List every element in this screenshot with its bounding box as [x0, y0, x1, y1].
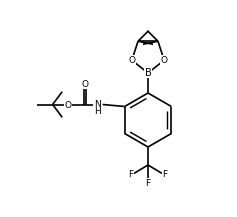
- Text: H: H: [93, 108, 100, 117]
- Text: O: O: [81, 80, 88, 89]
- Text: F: F: [128, 170, 134, 179]
- Text: N: N: [94, 100, 101, 109]
- Text: F: F: [162, 170, 168, 179]
- Text: H: H: [94, 107, 101, 116]
- Text: F: F: [146, 179, 150, 187]
- Text: O: O: [161, 56, 168, 65]
- Text: N: N: [93, 103, 100, 112]
- Text: O: O: [65, 101, 72, 110]
- Text: O: O: [128, 56, 135, 65]
- Text: B: B: [145, 68, 151, 78]
